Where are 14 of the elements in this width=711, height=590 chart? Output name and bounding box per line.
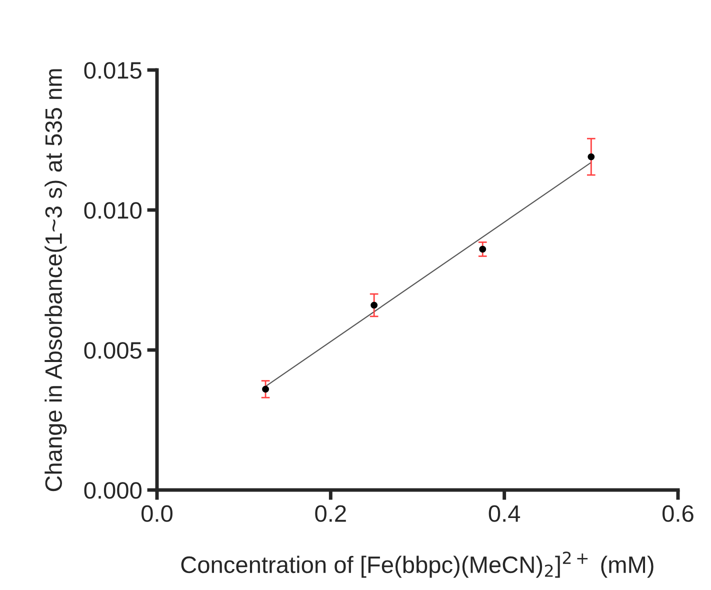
point — [588, 153, 595, 160]
x-tick-label: 0.4 — [488, 505, 520, 522]
point — [370, 302, 378, 309]
y-tick-label: 0.010 — [84, 202, 142, 219]
y-tick-label: 0.005 — [84, 342, 142, 359]
point — [262, 386, 270, 393]
point — [479, 246, 486, 253]
x-tick-label: 0.2 — [315, 505, 346, 522]
y-axis-title: Change in Absorbance(1~3 s) at 535 nm — [44, 69, 67, 492]
y-tick-label: 0.000 — [84, 482, 142, 499]
x-axis-title: Concentration of [Fe(bbpc)(MeCN)$_{2}$]$^{2+}$ (mM) — [181, 552, 654, 578]
x-tick-label: 0.0 — [142, 505, 172, 522]
x-tick-label: 0.6 — [662, 505, 694, 522]
y-tick-label: 0.015 — [84, 62, 142, 79]
